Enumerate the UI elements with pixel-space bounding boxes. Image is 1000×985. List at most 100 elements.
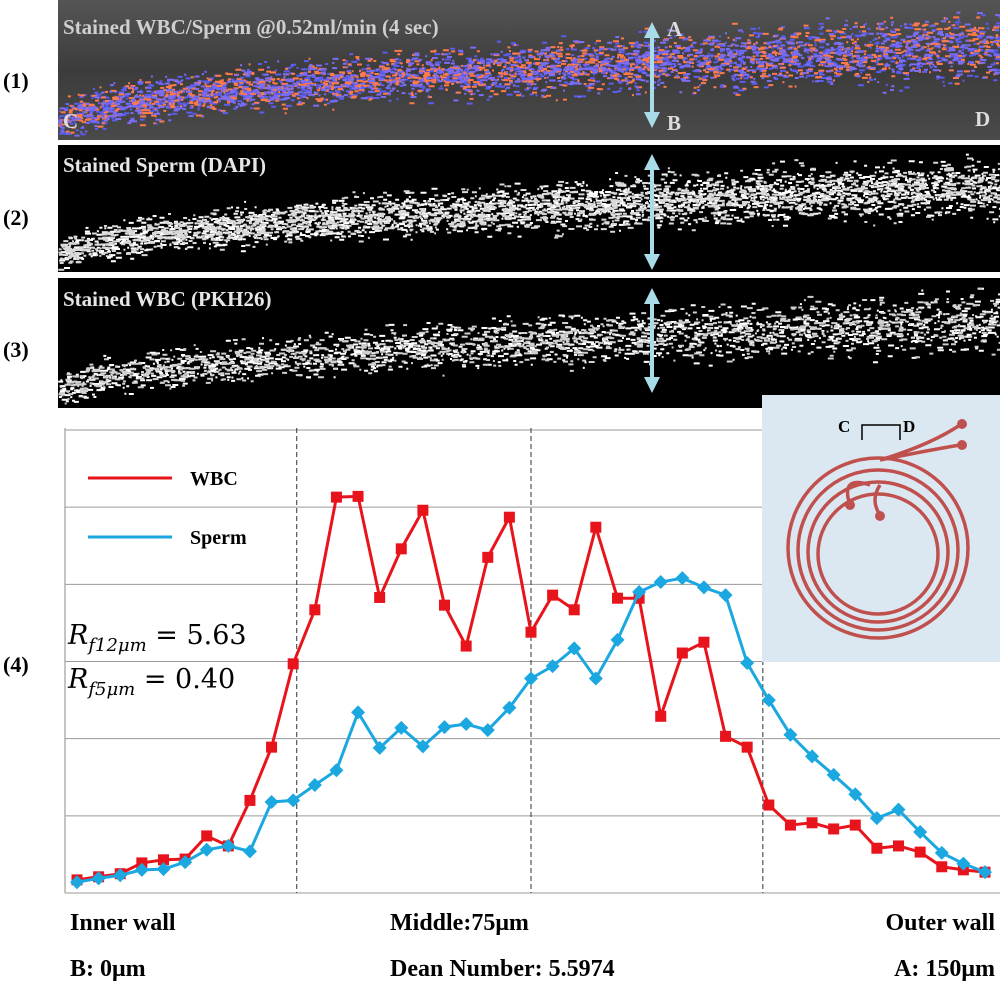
data-point — [199, 842, 214, 857]
data-point — [352, 490, 364, 502]
data-point — [158, 854, 170, 866]
speck-layer — [58, 287, 1000, 405]
data-point — [91, 871, 106, 886]
ratio-annotation: Rf5μm = 0.40 — [67, 664, 235, 700]
inset: C D — [762, 395, 1000, 662]
panel-label: (2) — [3, 205, 29, 230]
spiral-loop — [796, 468, 960, 632]
data-point — [417, 504, 429, 516]
data-point — [525, 626, 537, 638]
data-point — [221, 838, 236, 853]
data-point — [459, 717, 474, 732]
ratio-value: = 0.40 — [135, 664, 235, 695]
bottom-label: Middle:75μm — [390, 910, 529, 936]
data-point — [524, 671, 538, 686]
data-point — [892, 840, 904, 852]
panel-caption: Stained WBC/Sperm @0.52ml/min (4 sec) — [63, 15, 439, 39]
data-point — [741, 741, 753, 753]
data-point — [70, 875, 84, 890]
plot: WBC Sperm Rf12μm = 5.63 Rf5μm = 0.40 — [64, 428, 1000, 894]
data-point — [826, 767, 841, 782]
ratio-symbol: R — [67, 664, 88, 695]
port — [957, 440, 967, 450]
spiral-outlets — [845, 423, 961, 516]
speck-layer — [58, 16, 1000, 134]
data-point — [178, 855, 193, 870]
data-point — [244, 794, 256, 806]
data-point — [588, 671, 603, 686]
ratio-symbol: R — [67, 620, 88, 651]
bottom-label: Inner wall — [70, 910, 176, 936]
data-point — [266, 741, 278, 753]
spiral-loop — [806, 480, 950, 624]
data-point — [675, 571, 690, 586]
data-point — [806, 817, 818, 829]
data-point — [545, 659, 560, 674]
point-label: C — [63, 109, 78, 133]
data-point — [460, 640, 472, 652]
data-point — [242, 844, 257, 859]
panel-caption: Stained Sperm (DAPI) — [63, 153, 266, 177]
data-point — [567, 641, 582, 656]
bottom-label: Dean Number: 5.5974 — [390, 956, 615, 982]
data-point — [849, 819, 861, 831]
data-point — [480, 723, 495, 738]
data-point — [784, 819, 796, 831]
data-point — [869, 811, 884, 826]
speck-layer — [58, 157, 1000, 271]
data-point — [547, 589, 559, 601]
port — [875, 511, 885, 521]
data-point — [696, 580, 711, 595]
panel-caption: Stained WBC (PKH26) — [63, 287, 271, 311]
ratio-annotation: Rf12μm = 5.63 — [67, 620, 247, 656]
data-point — [763, 799, 775, 811]
data-point — [503, 511, 515, 523]
data-point — [761, 693, 776, 708]
panel-label: (1) — [3, 68, 29, 93]
legend-label: Sperm — [190, 527, 247, 549]
data-point — [934, 845, 949, 860]
data-point — [653, 575, 668, 590]
data-point — [783, 727, 798, 742]
bottom-label: A: 150μm — [894, 956, 995, 982]
data-point — [502, 700, 517, 715]
inset-label: C — [838, 417, 850, 436]
data-point — [805, 749, 820, 764]
data-point — [286, 793, 301, 808]
data-point — [610, 632, 625, 647]
data-point — [351, 705, 366, 720]
ratio-value: = 5.63 — [147, 620, 247, 651]
panel-label: (3) — [3, 337, 29, 362]
data-point — [740, 656, 755, 671]
data-point — [590, 521, 602, 533]
data-point — [330, 491, 342, 503]
point-label: D — [975, 107, 990, 131]
inset-label: D — [903, 417, 915, 436]
spiral-loop — [786, 456, 970, 640]
data-point — [720, 730, 732, 742]
point-label: A — [667, 17, 683, 41]
ratio-subscript: f12μm — [86, 635, 146, 656]
data-point — [395, 543, 407, 555]
data-point — [956, 856, 971, 871]
data-point — [372, 740, 387, 755]
data-point — [264, 794, 279, 809]
legend-label: WBC — [190, 468, 238, 490]
data-point — [568, 604, 580, 616]
data-point — [718, 588, 733, 603]
data-point — [482, 551, 494, 563]
data-point — [309, 604, 321, 616]
data-point — [329, 763, 344, 778]
c-d-bracket — [861, 424, 901, 440]
data-point — [978, 865, 992, 880]
speck-layer — [58, 11, 1000, 137]
data-point — [632, 585, 647, 600]
data-point — [415, 739, 430, 754]
spiral-channel — [786, 423, 970, 640]
bottom-label: B: 0μm — [70, 956, 146, 982]
data-point — [287, 658, 299, 670]
panel-label: (4) — [3, 652, 29, 677]
spiral-loop — [816, 492, 940, 616]
data-point — [134, 862, 149, 877]
